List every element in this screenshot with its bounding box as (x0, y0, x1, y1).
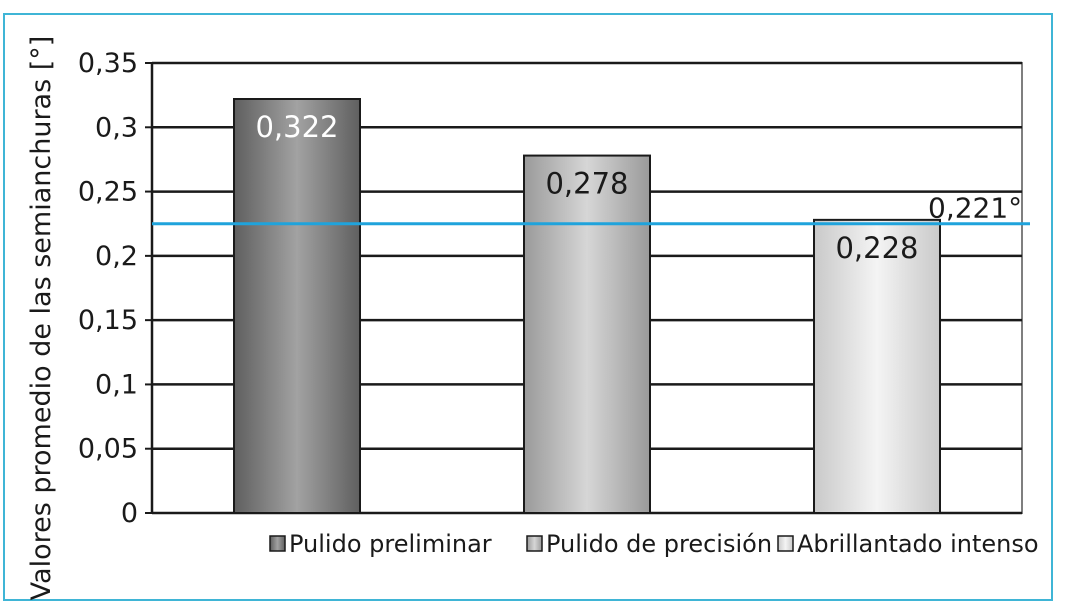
chart-frame (3, 13, 1053, 601)
reference-line-label: 0,221° (928, 192, 1022, 225)
legend-label-1: Pulido preliminar (289, 530, 492, 558)
legend-label-3: Abrillantado intenso (797, 530, 1039, 558)
data-label: 0,228 (835, 231, 918, 265)
legend-swatch-1 (269, 535, 286, 552)
legend-swatch-2 (526, 535, 543, 552)
bar-2 (523, 154, 651, 514)
y-tick-label: 0,05 (78, 434, 138, 465)
bar-3 (813, 218, 941, 514)
bar-1 (233, 98, 361, 514)
legend-label-2: Pulido de precisión (546, 530, 772, 558)
y-axis-label: Valores promedio de las semianchuras [°] (26, 36, 57, 601)
legend-swatch-3 (777, 535, 794, 552)
y-tick-label: 0,35 (78, 48, 138, 79)
y-tick-label: 0,15 (78, 305, 138, 336)
y-tick-label: 0,2 (95, 241, 138, 272)
y-tick-label: 0,1 (95, 369, 138, 400)
y-tick-label: 0,3 (95, 112, 138, 143)
y-tick-label: 0 (121, 498, 138, 529)
plot-area: 0 0,05 0,1 0,15 0,2 0,25 0,3 0,35 0,322 0,278 0,22… (78, 48, 1039, 558)
data-label: 0,278 (545, 167, 628, 201)
data-label: 0,322 (255, 110, 338, 144)
y-tick-label: 0,25 (78, 177, 138, 208)
